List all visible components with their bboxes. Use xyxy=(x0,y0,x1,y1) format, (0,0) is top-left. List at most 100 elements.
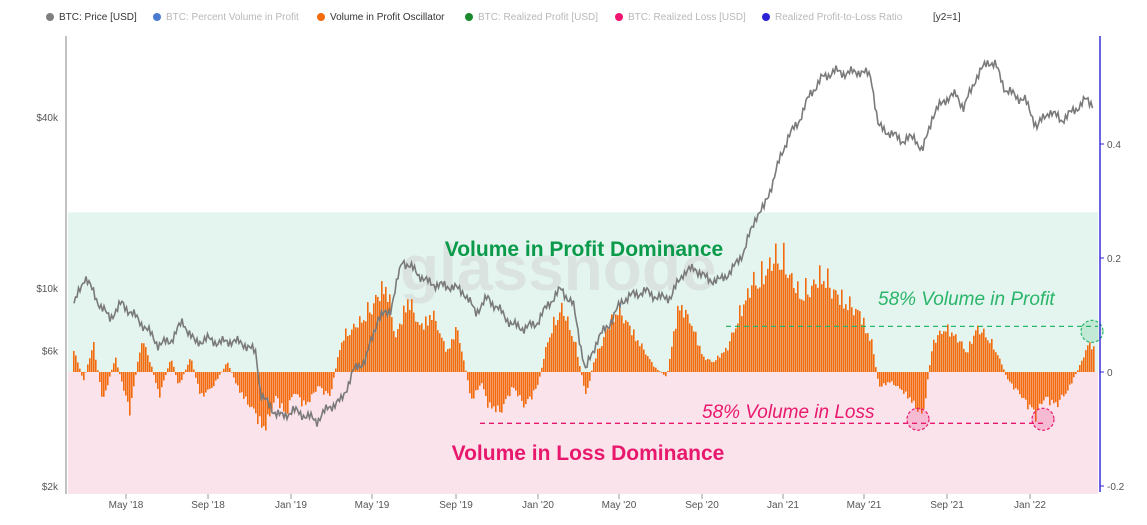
legend-item[interactable]: BTC: Realized Loss [USD] xyxy=(615,12,746,23)
oscillator-bar xyxy=(563,316,565,372)
oscillator-bar xyxy=(1053,372,1055,404)
oscillator-bar xyxy=(1001,364,1003,372)
legend-item[interactable]: BTC: Percent Volume in Profit xyxy=(153,12,299,23)
oscillator-bar xyxy=(385,286,387,372)
oscillator-bar xyxy=(281,372,283,404)
oscillator-bar xyxy=(537,372,539,385)
oscillator-bar xyxy=(661,372,663,373)
legend-item[interactable]: BTC: Realized Profit [USD] xyxy=(465,12,598,23)
oscillator-bar xyxy=(359,316,361,372)
oscillator-bar xyxy=(239,372,241,393)
oscillator-bar xyxy=(919,372,921,410)
oscillator-bar xyxy=(433,310,435,372)
oscillator-bar xyxy=(1077,370,1079,372)
oscillator-bar xyxy=(971,343,973,372)
oscillator-bar xyxy=(233,372,235,378)
x-tick-label: Sep '21 xyxy=(930,500,964,511)
oscillator-bar xyxy=(601,346,603,372)
oscillator-bar xyxy=(495,372,497,413)
oscillator-bar xyxy=(1025,372,1027,400)
oscillator-bar xyxy=(975,330,977,372)
oscillator-bar xyxy=(215,372,217,381)
oscillator-bar xyxy=(523,372,525,408)
oscillator-bar xyxy=(839,304,841,372)
legend-item[interactable]: Volume in Profit Oscillator xyxy=(317,12,445,23)
oscillator-bar xyxy=(989,343,991,372)
oscillator-bar xyxy=(489,372,491,403)
oscillator-bar xyxy=(317,372,319,387)
loss-dominance-zone xyxy=(68,372,1098,494)
oscillator-bar xyxy=(1017,372,1019,390)
oscillator-bar xyxy=(219,372,221,375)
oscillator-bar xyxy=(1041,372,1043,405)
left-y-tick-label: $10k xyxy=(36,284,59,295)
oscillator-bar xyxy=(445,351,447,372)
oscillator-bar xyxy=(797,281,799,372)
oscillator-bar xyxy=(717,355,719,372)
oscillator-bar xyxy=(279,372,281,409)
oscillator-bar xyxy=(1007,372,1009,380)
oscillator-bar xyxy=(723,352,725,372)
oscillator-bar xyxy=(973,335,975,372)
oscillator-bar xyxy=(177,372,179,384)
oscillator-bar xyxy=(629,325,631,372)
oscillator-bar xyxy=(1049,372,1051,406)
oscillator-bar xyxy=(801,299,803,372)
oscillator-bar xyxy=(603,337,605,372)
profit-dominance-label: Volume in Profit Dominance xyxy=(445,238,723,261)
oscillator-bar xyxy=(283,372,285,412)
oscillator-bar xyxy=(679,310,681,372)
legend-dot-icon xyxy=(465,13,473,21)
oscillator-bar xyxy=(969,341,971,372)
oscillator-bar xyxy=(207,372,209,390)
oscillator-bar xyxy=(977,325,979,372)
legend-item[interactable]: Realized Profit-to-Loss Ratio xyxy=(762,12,902,23)
oscillator-bar xyxy=(203,372,205,397)
oscillator-bar xyxy=(1023,372,1025,398)
oscillator-bar xyxy=(995,352,997,372)
oscillator-bar xyxy=(945,331,947,372)
oscillator-bar xyxy=(235,372,237,384)
oscillator-bar xyxy=(589,372,591,381)
oscillator-bar xyxy=(851,307,853,372)
oscillator-bar xyxy=(991,338,993,372)
oscillator-bar xyxy=(91,350,93,372)
oscillator-bar xyxy=(73,350,75,372)
oscillator-bar xyxy=(771,270,773,372)
oscillator-bar xyxy=(469,372,471,394)
oscillator-bar xyxy=(731,332,733,372)
oscillator-bar xyxy=(931,351,933,372)
oscillator-bar xyxy=(1055,372,1057,403)
oscillator-bar xyxy=(705,360,707,372)
oscillator-bar xyxy=(779,269,781,372)
oscillator-bar xyxy=(879,372,881,387)
oscillator-bar xyxy=(265,372,267,431)
oscillator-bar xyxy=(381,281,383,372)
oscillator-bar xyxy=(657,369,659,372)
oscillator-bar xyxy=(843,308,845,372)
oscillator-bar xyxy=(391,317,393,372)
oscillator-bar xyxy=(873,354,875,372)
oscillator-bar xyxy=(327,372,329,394)
legend-label: Realized Profit-to-Loss Ratio xyxy=(775,12,903,23)
oscillator-bar xyxy=(199,372,201,394)
oscillator-bar xyxy=(965,352,967,372)
oscillator-bar xyxy=(555,325,557,372)
oscillator-bar xyxy=(109,372,111,377)
oscillator-bar xyxy=(145,347,147,372)
oscillator-bar xyxy=(925,372,927,399)
oscillator-bar xyxy=(231,372,233,373)
oscillator-bar xyxy=(1093,346,1095,372)
oscillator-bar xyxy=(503,372,505,405)
chart-legend: BTC: Price [USD] BTC: Percent Volume in P… xyxy=(0,0,1147,34)
oscillator-bar xyxy=(967,352,969,372)
oscillator-bar xyxy=(675,328,677,372)
oscillator-bar xyxy=(813,279,815,372)
oscillator-bar xyxy=(137,361,139,372)
legend-scale[interactable]: [y2=1] xyxy=(933,12,961,23)
oscillator-bar xyxy=(1047,372,1049,397)
oscillator-bar xyxy=(637,340,639,372)
oscillator-bar xyxy=(983,328,985,372)
legend-item[interactable]: BTC: Price [USD] xyxy=(46,12,137,23)
oscillator-bar xyxy=(905,372,907,392)
